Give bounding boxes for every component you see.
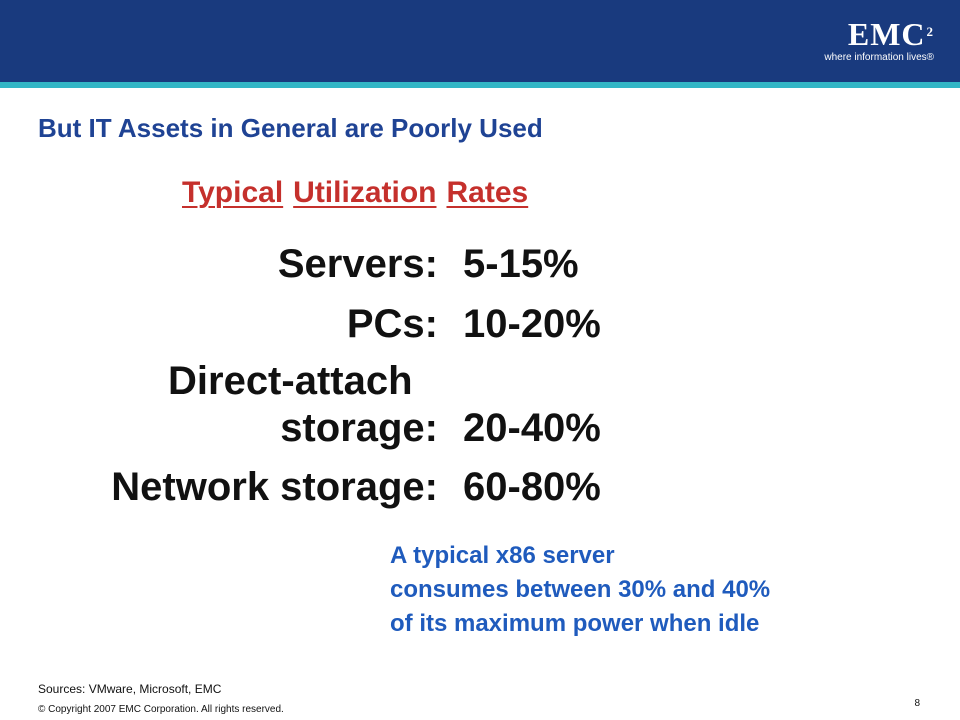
sources-text: Sources: VMware, Microsoft, EMC [38,682,222,696]
copyright-text: © Copyright 2007 EMC Corporation. All ri… [38,704,284,715]
rate-row-pcs: PCs: 10-20% [0,302,960,346]
subtitle-word: Utilization [293,176,437,209]
subtitle-word: Typical [182,176,284,209]
header-bar [0,0,960,82]
logo-text: EMC [847,16,926,52]
rate-row-servers: Servers: 5-15% [0,242,960,286]
subtitle-word: Rates [446,176,529,209]
slide-title: But IT Assets in General are Poorly Used [38,113,543,143]
rate-row-network-storage: Network storage: 60-80% [0,465,960,509]
note-line: A typical x86 server [390,542,615,569]
logo-mark: EMC2 [824,18,934,50]
logo-superscript: 2 [926,24,934,39]
emc-logo: EMC2 where information lives® [824,18,934,64]
rate-label: PCs: [346,302,438,346]
rate-value: 60-80% [463,465,601,509]
note-line: consumes between 30% and 40% [390,576,771,603]
header-accent-stripe [0,82,960,88]
page-number: 8 [914,698,920,709]
note-line: of its maximum power when idle [390,610,760,637]
rate-value: 10-20% [463,302,601,346]
rate-label: storage: [280,406,438,450]
logo-tagline: where information lives® [824,52,934,63]
rate-value: 5-15% [463,242,579,286]
subtitle: Typical Utilization Rates [182,176,528,210]
rate-row-direct-attach: storage: 20-40% [0,406,960,450]
rate-label: Servers: [277,242,438,286]
rate-label: Network storage: [111,465,438,509]
rate-label-line1: Direct-attach [168,359,413,403]
power-note: A typical x86 server consumes between 30… [390,539,770,641]
rate-value: 20-40% [463,406,601,450]
